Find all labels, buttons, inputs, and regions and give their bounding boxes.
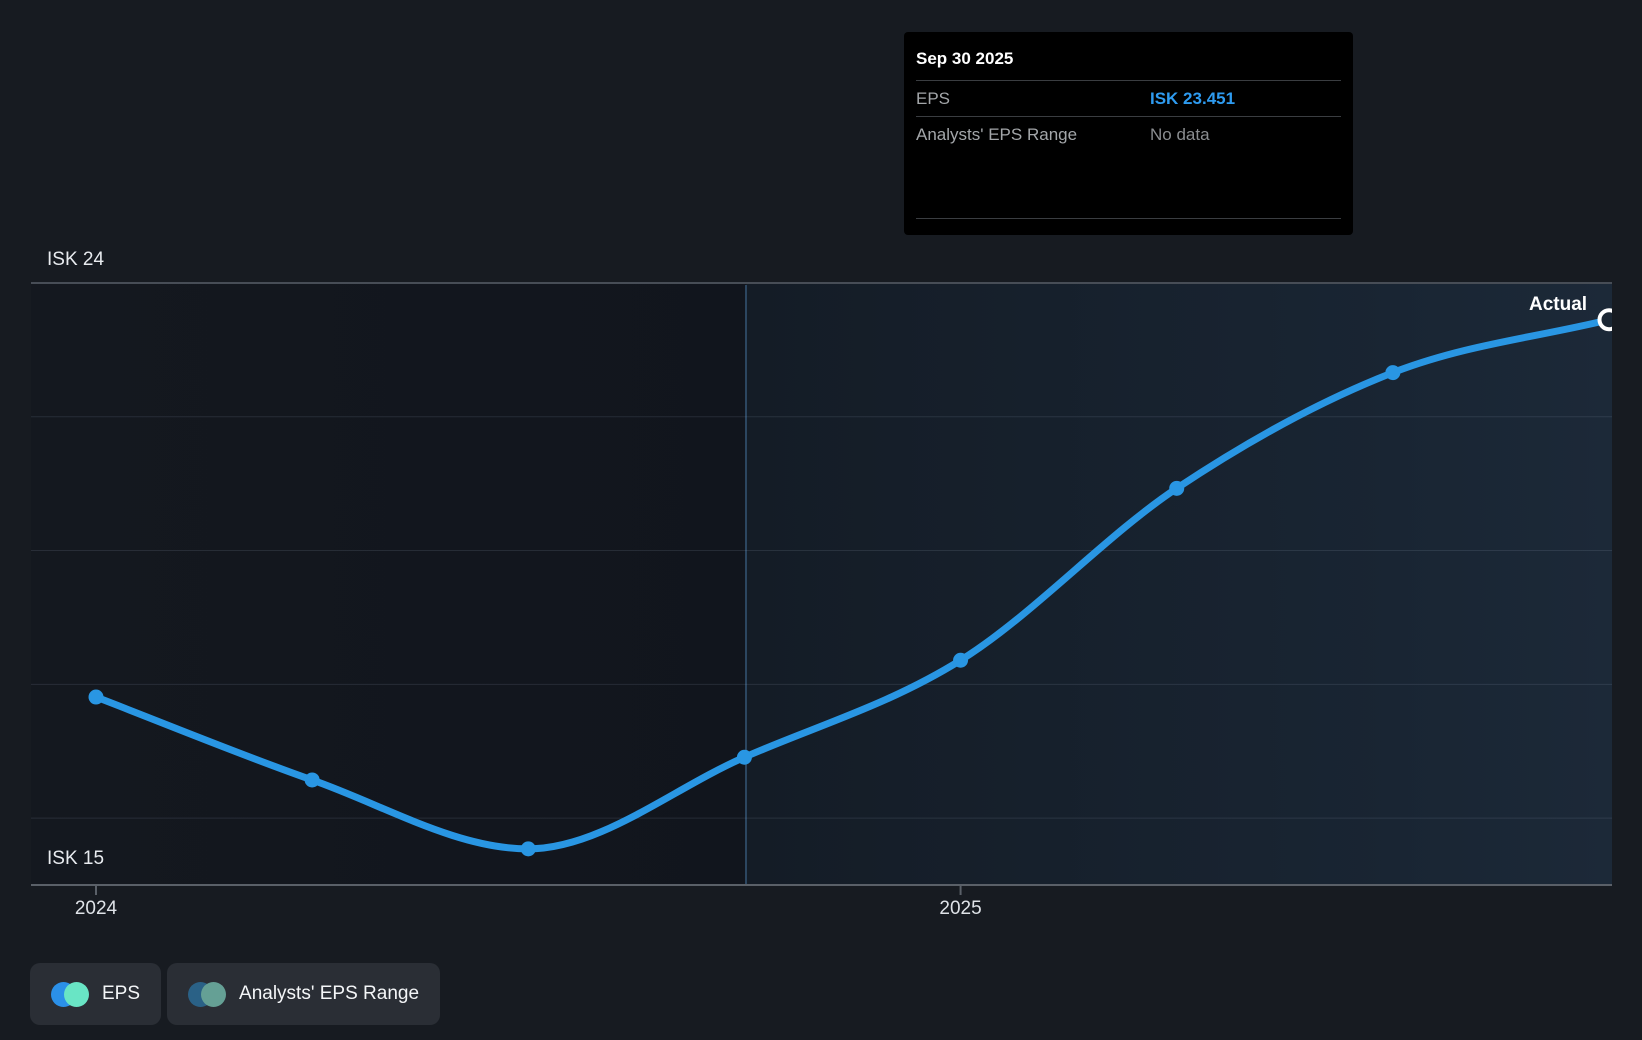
data-point-marker[interactable] — [88, 689, 104, 705]
actual-annotation: Actual — [1529, 294, 1588, 315]
tooltip-eps-value: ISK 23.451 — [1150, 89, 1236, 108]
eps-series-icon — [51, 981, 89, 1007]
y-axis-label-top: ISK 24 — [47, 249, 105, 270]
tooltip-range-label: Analysts' EPS Range — [916, 125, 1078, 144]
legend-item-analysts-eps-range[interactable]: Analysts' EPS Range — [167, 963, 441, 1025]
eps-line — [92, 316, 1612, 853]
legend-label: Analysts' EPS Range — [239, 983, 420, 1004]
tooltip-row-eps: EPS ISK 23.451 — [916, 80, 1341, 116]
data-point-marker[interactable] — [953, 652, 969, 668]
data-point-marker[interactable] — [736, 749, 752, 765]
data-point-marker[interactable] — [520, 841, 536, 857]
chart-legend: EPS Analysts' EPS Range — [30, 963, 441, 1025]
x-axis — [31, 884, 1612, 895]
legend-item-eps[interactable]: EPS — [30, 963, 162, 1025]
analysts-range-series-icon — [188, 981, 227, 1007]
actual-endpoint-marker[interactable] — [1597, 308, 1619, 332]
tooltip-date: Sep 30 2025 — [916, 49, 1014, 68]
data-point-marker[interactable] — [304, 772, 320, 788]
data-point-marker[interactable] — [1385, 365, 1401, 381]
x-axis-label-2025: 2025 — [939, 898, 982, 919]
eps-line-series — [88, 308, 1619, 857]
data-point-marker[interactable] — [1169, 480, 1185, 496]
x-axis-label-2024: 2024 — [74, 898, 118, 919]
tooltip-divider — [916, 218, 1341, 219]
y-axis-label-bottom: ISK 15 — [47, 848, 105, 869]
gridlines — [31, 282, 1612, 819]
tooltip-eps-label: EPS — [916, 89, 951, 108]
plot-background — [31, 284, 1612, 885]
legend-label: EPS — [102, 983, 141, 1004]
tooltip-range-value: No data — [1150, 125, 1210, 144]
chart-tooltip: Sep 30 2025 EPS ISK 23.451 Analysts' EPS… — [904, 32, 1353, 235]
tooltip-row-range: Analysts' EPS Range No data — [916, 116, 1341, 152]
